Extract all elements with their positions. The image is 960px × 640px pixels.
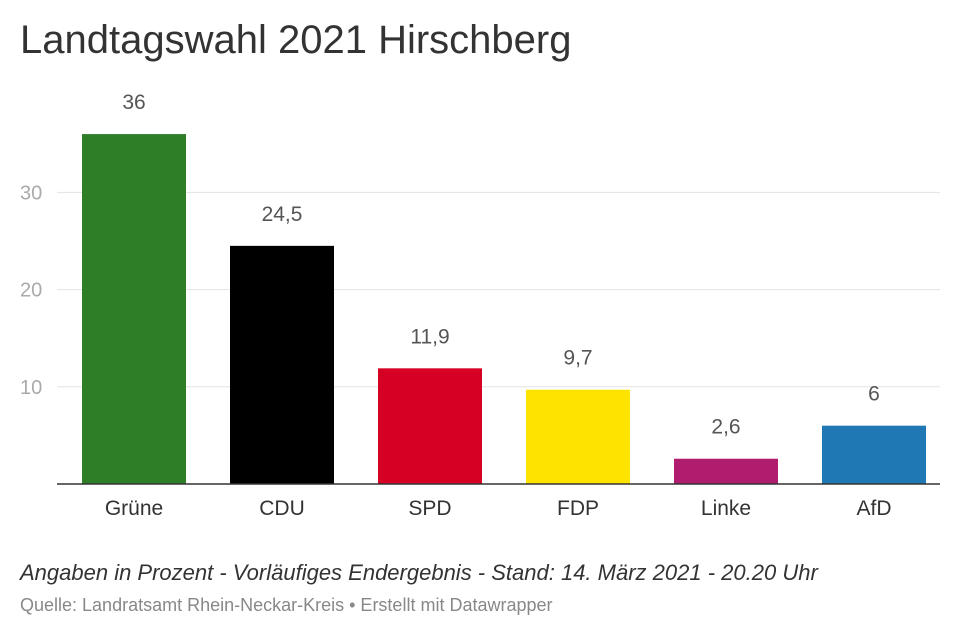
y-gridlines: 10 20 30 bbox=[20, 182, 940, 399]
bar bbox=[822, 425, 926, 484]
y-tick-label: 10 bbox=[20, 377, 42, 399]
bar-value-label: 11,9 bbox=[410, 325, 449, 348]
bar-value-label: 6 bbox=[868, 383, 880, 406]
bar-chart: 10 20 30 36 24,5 11,9 9,7 2,6 6 Grüne CDU SPD FDP L… bbox=[20, 91, 940, 520]
x-tick-label: CDU bbox=[259, 497, 305, 520]
bar bbox=[526, 389, 630, 484]
bar bbox=[230, 245, 334, 484]
value-labels: 36 24,5 11,9 9,7 2,6 6 bbox=[122, 91, 880, 439]
y-tick-label: 20 bbox=[20, 280, 42, 302]
x-tick-label: Linke bbox=[701, 497, 751, 520]
x-tick-labels: Grüne CDU SPD FDP Linke AfD bbox=[105, 497, 892, 520]
bar bbox=[674, 458, 778, 484]
bar-value-label: 36 bbox=[122, 91, 145, 114]
bar-value-label: 2,6 bbox=[711, 416, 740, 439]
bar-value-label: 24,5 bbox=[262, 203, 303, 226]
bars bbox=[82, 134, 926, 484]
y-tick-label: 30 bbox=[20, 182, 42, 204]
x-tick-label: AfD bbox=[856, 497, 891, 520]
bar bbox=[378, 368, 482, 484]
x-tick-label: SPD bbox=[408, 497, 451, 520]
bar-value-label: 9,7 bbox=[563, 347, 592, 370]
x-tick-label: Grüne bbox=[105, 497, 163, 520]
chart-source: Quelle: Landratsamt Rhein-Neckar-Kreis •… bbox=[20, 595, 553, 615]
x-tick-label: FDP bbox=[557, 497, 599, 520]
chart-notes: Angaben in Prozent - Vorläufiges Enderge… bbox=[20, 560, 818, 585]
chart-title: Landtagswahl 2021 Hirschberg bbox=[20, 18, 572, 62]
bar bbox=[82, 134, 186, 484]
